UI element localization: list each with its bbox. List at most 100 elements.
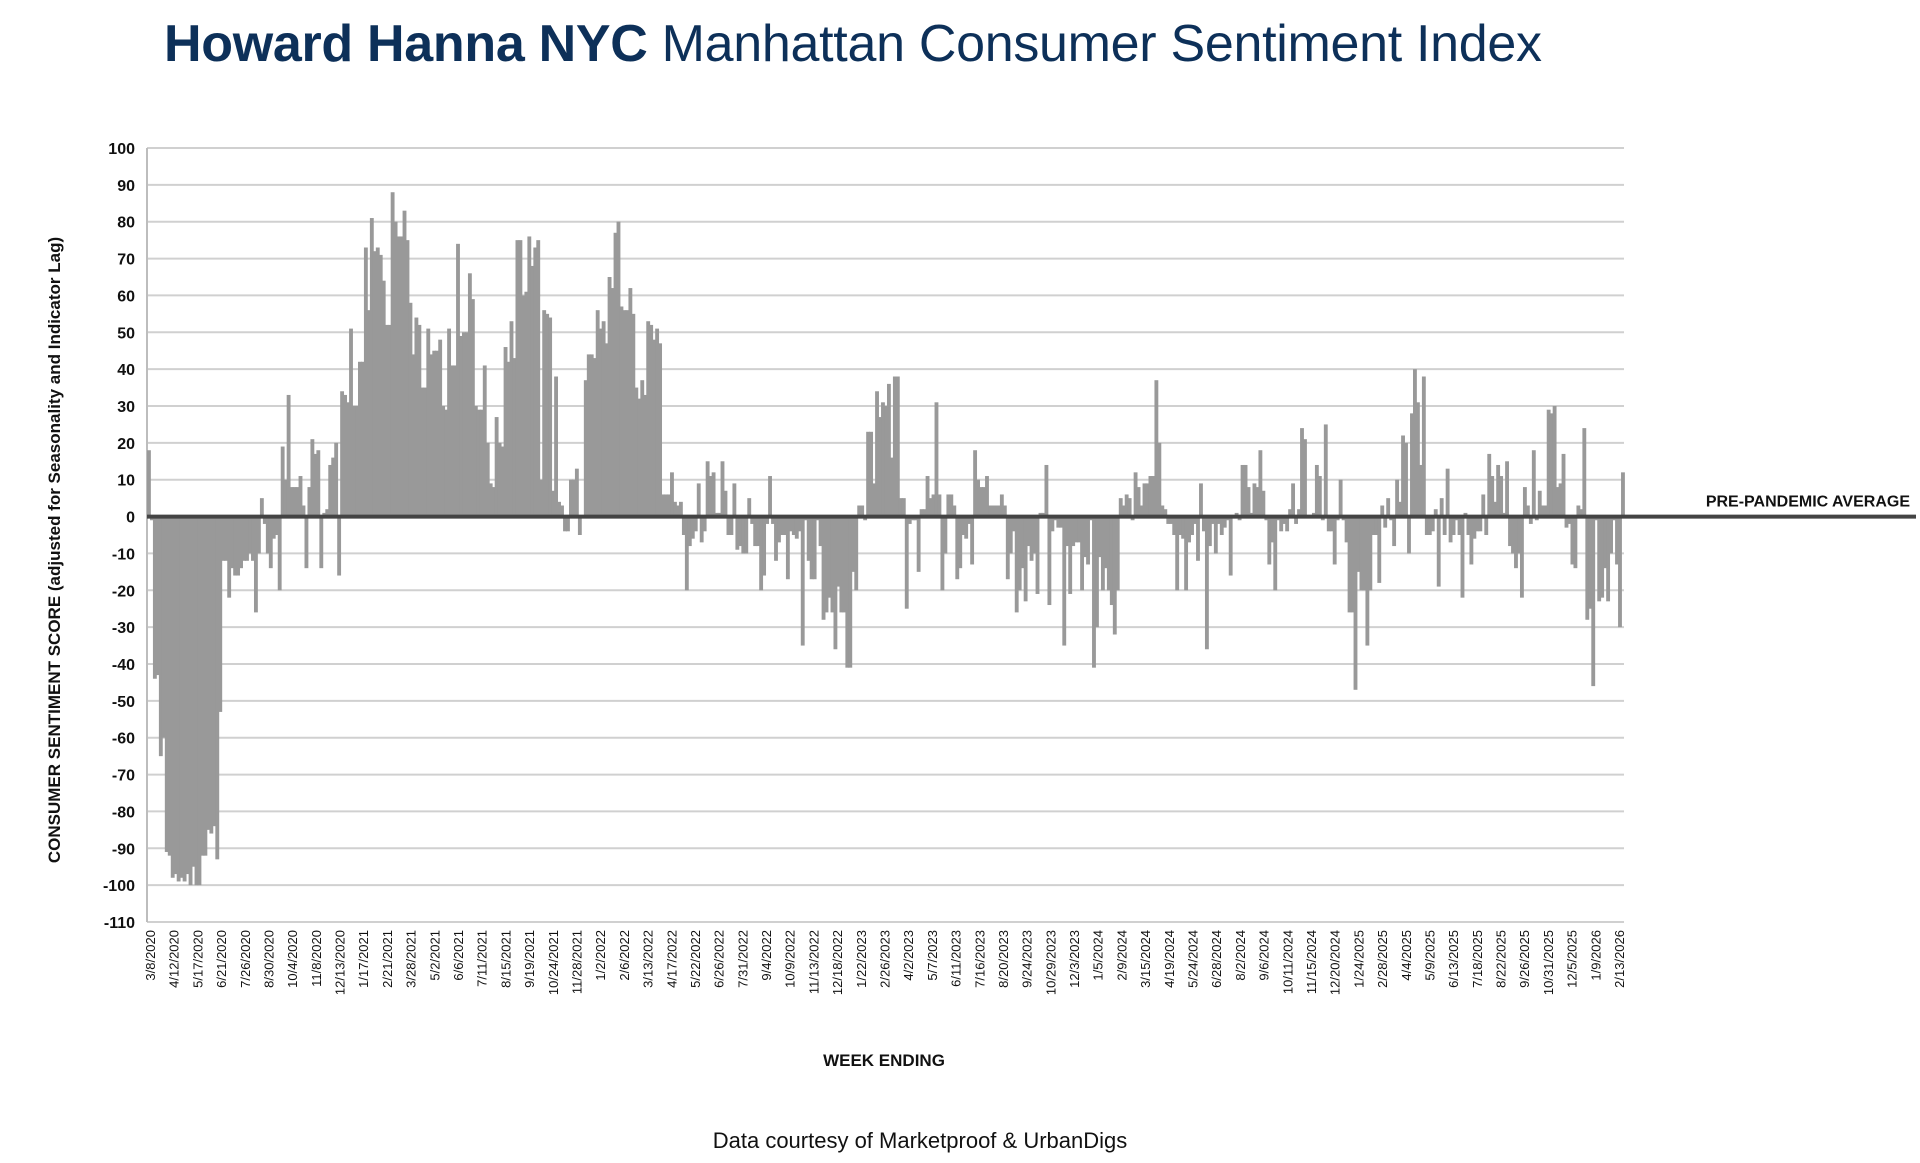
bar bbox=[366, 310, 371, 517]
bar bbox=[622, 310, 627, 517]
bar bbox=[227, 516, 232, 598]
bar bbox=[762, 516, 767, 576]
bar bbox=[286, 394, 291, 517]
bar bbox=[295, 487, 300, 517]
bar bbox=[1246, 487, 1251, 517]
bar bbox=[325, 509, 330, 517]
bar bbox=[809, 516, 814, 580]
bar bbox=[1478, 516, 1483, 532]
bar bbox=[1362, 516, 1367, 591]
bar bbox=[1133, 472, 1138, 517]
bar bbox=[242, 516, 246, 561]
bar bbox=[1118, 498, 1123, 517]
bar bbox=[1092, 516, 1096, 668]
bar bbox=[212, 516, 217, 827]
bar bbox=[577, 516, 582, 535]
bar bbox=[435, 350, 440, 517]
bar bbox=[467, 273, 472, 517]
bar bbox=[464, 332, 469, 517]
bar bbox=[551, 490, 556, 517]
bar bbox=[1261, 490, 1266, 517]
x-tick-label: 10/4/2020 bbox=[285, 930, 300, 988]
bar bbox=[1228, 516, 1233, 576]
bar bbox=[194, 516, 199, 886]
x-tick-label: 4/2/2023 bbox=[901, 930, 916, 981]
bar bbox=[583, 380, 588, 517]
y-tick-label: -10 bbox=[112, 546, 135, 563]
bar bbox=[1549, 413, 1554, 517]
bar bbox=[937, 494, 942, 517]
bar bbox=[1314, 464, 1319, 517]
bar bbox=[337, 516, 342, 576]
bar bbox=[1005, 516, 1010, 580]
x-tick-label: 7/18/2025 bbox=[1470, 930, 1485, 988]
bar bbox=[1172, 516, 1177, 535]
bar bbox=[771, 516, 775, 524]
bar bbox=[1190, 516, 1194, 535]
bar bbox=[1439, 498, 1444, 517]
bar bbox=[277, 516, 282, 591]
bar bbox=[1430, 516, 1435, 532]
bar bbox=[836, 516, 841, 587]
bar bbox=[1100, 516, 1105, 591]
bar bbox=[319, 516, 324, 569]
bar bbox=[1109, 516, 1114, 606]
brand-name: Howard Hanna NYC bbox=[164, 15, 648, 73]
bar bbox=[1356, 516, 1361, 572]
bar bbox=[1517, 516, 1521, 554]
bar bbox=[384, 324, 389, 517]
x-tick-label: 6/6/2021 bbox=[451, 930, 466, 981]
bar bbox=[256, 516, 261, 554]
bar bbox=[1300, 428, 1304, 517]
bar bbox=[1368, 516, 1373, 591]
bar bbox=[381, 280, 386, 517]
bar bbox=[759, 516, 764, 591]
bar bbox=[1525, 505, 1530, 517]
bar bbox=[595, 310, 600, 517]
bar bbox=[1519, 516, 1524, 598]
bar bbox=[548, 317, 553, 517]
bar bbox=[426, 328, 431, 517]
bar bbox=[152, 516, 157, 679]
y-tick-label: -70 bbox=[112, 768, 135, 785]
bar bbox=[821, 516, 826, 620]
bar bbox=[690, 516, 695, 539]
bar bbox=[982, 487, 986, 517]
bar bbox=[1561, 453, 1566, 517]
x-tick-label: 5/7/2023 bbox=[925, 930, 940, 981]
bar bbox=[1279, 516, 1284, 532]
x-tick-label: 1/22/2023 bbox=[854, 930, 869, 988]
bar bbox=[1303, 439, 1307, 517]
bar bbox=[985, 476, 989, 517]
bar bbox=[833, 516, 838, 650]
bar bbox=[1095, 516, 1099, 628]
bar bbox=[1142, 483, 1147, 517]
bar bbox=[1564, 516, 1569, 528]
bar bbox=[845, 516, 850, 668]
bar bbox=[560, 505, 564, 517]
bar bbox=[1398, 501, 1402, 517]
bar bbox=[1505, 461, 1509, 517]
bar bbox=[200, 516, 205, 856]
bar bbox=[839, 516, 844, 613]
bar bbox=[592, 358, 597, 517]
bar bbox=[438, 339, 443, 517]
x-tick-label: 11/28/2021 bbox=[569, 930, 584, 994]
bar bbox=[358, 361, 362, 517]
bar bbox=[1267, 516, 1272, 565]
x-tick-label: 5/17/2020 bbox=[190, 930, 205, 988]
gridlines bbox=[146, 147, 1624, 923]
bar bbox=[1148, 476, 1153, 517]
bar bbox=[684, 516, 689, 591]
y-tick-label: -100 bbox=[103, 878, 135, 895]
bar bbox=[503, 347, 508, 517]
bar bbox=[675, 505, 680, 517]
bar bbox=[432, 350, 437, 517]
bar bbox=[919, 509, 924, 517]
bar bbox=[1121, 505, 1126, 517]
bar bbox=[188, 516, 193, 886]
bar bbox=[613, 232, 618, 517]
bar bbox=[1365, 516, 1370, 646]
bar bbox=[1546, 409, 1551, 517]
x-tick-label: 1/9/2026 bbox=[1588, 930, 1603, 981]
